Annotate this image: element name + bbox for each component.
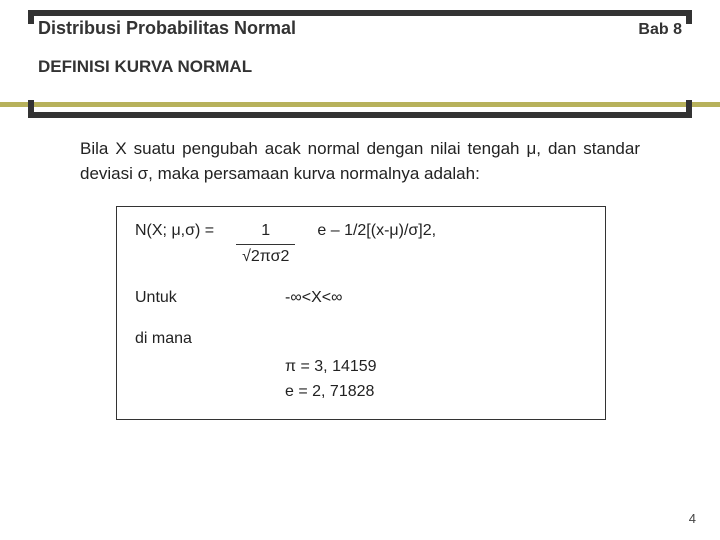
where-label: di mana <box>135 330 192 347</box>
chapter-label: Bab 8 <box>638 21 682 39</box>
range-value: -∞<X<∞ <box>285 286 343 311</box>
section-subtitle: DEFINISI KURVA NORMAL <box>38 57 682 77</box>
formula-fraction: 1 √2πσ2 <box>236 219 295 270</box>
page-number: 4 <box>689 511 696 526</box>
e-constant: e = 2, 71828 <box>285 380 587 405</box>
olive-band <box>0 102 720 107</box>
pi-constant: π = 3, 14159 <box>285 355 587 380</box>
constants-block: π = 3, 14159 e = 2, 71828 <box>285 355 587 405</box>
formula-range-row: Untuk -∞<X<∞ <box>135 286 587 311</box>
formula-main-row: N(X; μ,σ) = 1 √2πσ2 e – 1/2[(x-μ)/σ]2, <box>135 219 587 270</box>
bracket-bottom-left-notch <box>28 100 34 118</box>
formula-box: N(X; μ,σ) = 1 √2πσ2 e – 1/2[(x-μ)/σ]2, U… <box>116 206 606 420</box>
range-label: Untuk <box>135 286 285 311</box>
formula-lhs: N(X; μ,σ) = <box>135 219 214 244</box>
bracket-bottom-right-notch <box>686 100 692 118</box>
fraction-numerator: 1 <box>236 219 295 244</box>
body-paragraph: Bila X suatu pengubah acak normal dengan… <box>0 85 720 186</box>
header: Distribusi Probabilitas Normal Bab 8 DEF… <box>0 0 720 77</box>
formula-where-row: di mana π = 3, 14159 e = 2, 71828 <box>135 327 587 405</box>
bracket-bottom <box>28 112 692 118</box>
fraction-denominator: √2πσ2 <box>236 244 295 270</box>
page-title: Distribusi Probabilitas Normal <box>38 18 296 39</box>
formula-exponent: e – 1/2[(x-μ)/σ]2, <box>317 219 436 244</box>
